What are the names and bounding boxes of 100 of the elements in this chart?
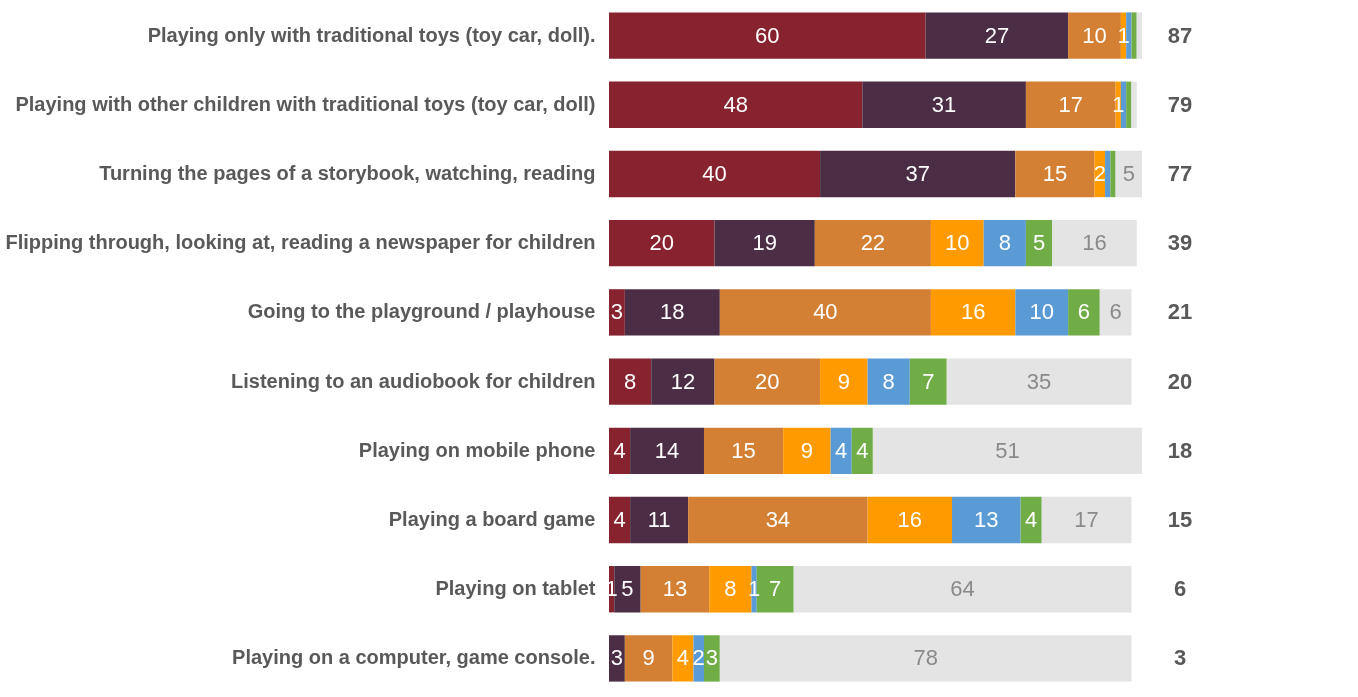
data-label: 10 (1029, 299, 1054, 325)
data-label: 17 (1058, 91, 1083, 117)
y-tick-label: Playing with other children with traditional toys (toy car, doll) (15, 92, 596, 115)
data-label: 6 (1109, 299, 1122, 325)
bar (1099, 289, 1132, 336)
bar (793, 566, 1132, 613)
data-label: 19 (752, 230, 777, 256)
data-label: 9 (800, 437, 814, 463)
data-label: 8 (623, 368, 637, 394)
data-label: 9 (837, 368, 850, 394)
text: 20 (1167, 368, 1193, 394)
data-label: 11 (647, 507, 671, 533)
data-label: 4 (676, 645, 690, 671)
data-label: 4 (613, 507, 626, 533)
bar (688, 496, 868, 544)
y-tick-label: Playing only with traditional toys (toy car, doll). (147, 23, 596, 46)
y-tick-label: Playing on tablet (435, 577, 596, 600)
bar (1126, 81, 1132, 128)
data-label: 10 (1082, 22, 1107, 48)
data-label: 4 (613, 437, 626, 463)
text: 79 (1167, 91, 1193, 117)
bar (1015, 150, 1095, 198)
bar (1105, 150, 1111, 198)
bar (820, 358, 868, 405)
data-label: 3 (610, 645, 624, 671)
bar (714, 358, 821, 405)
bar (1025, 220, 1053, 267)
data-label: 18 (660, 299, 685, 325)
data-label: 2 (1093, 160, 1106, 186)
data-label: 17 (1074, 507, 1099, 533)
y-tick-label: Playing on a computer, game console. (232, 646, 596, 669)
bar (609, 220, 715, 267)
bar (624, 289, 720, 336)
bar (651, 358, 715, 405)
bar (1068, 12, 1121, 59)
data-label: 40 (813, 299, 838, 325)
y-tick-label: Listening to an audiobook for children (231, 369, 596, 392)
bar (783, 427, 831, 474)
data-label: 16 (960, 299, 986, 325)
bar (930, 289, 1016, 336)
text: 18 (1167, 437, 1193, 463)
text: 15 (1167, 507, 1193, 533)
data-label: 37 (905, 160, 930, 186)
data-label: 12 (670, 368, 696, 394)
data-label: 5 (1122, 160, 1135, 186)
bar (925, 12, 1069, 59)
data-label: 7 (769, 576, 782, 602)
bar (1052, 220, 1137, 267)
bar (1041, 496, 1132, 544)
bar (609, 12, 926, 59)
bar (1110, 150, 1116, 198)
y-tick-label: Flipping through, looking at, reading a newspaper for children (5, 231, 596, 254)
text: 39 (1167, 230, 1193, 256)
bar (719, 289, 931, 336)
bar (930, 220, 984, 267)
bar (909, 358, 947, 405)
bar (952, 496, 1021, 544)
data-label: 2 (692, 645, 705, 671)
bar (609, 150, 821, 198)
data-label: 6 (1077, 299, 1091, 325)
data-label: 5 (621, 576, 634, 602)
data-label: 3 (705, 645, 719, 671)
text: 21 (1167, 299, 1193, 325)
bar (609, 496, 631, 544)
bar (862, 81, 1026, 128)
data-label: 78 (913, 645, 938, 671)
data-label: 35 (1026, 368, 1052, 394)
bar (1131, 81, 1137, 128)
data-label: 60 (755, 22, 780, 48)
data-label: 3 (610, 299, 624, 325)
data-label: 4 (1025, 507, 1038, 533)
bar (630, 427, 704, 474)
data-label: 4 (856, 437, 869, 463)
bar (609, 427, 631, 474)
text: 3 (1173, 645, 1187, 671)
bar (719, 635, 1132, 682)
data-label: 9 (642, 645, 655, 671)
data-label: 8 (998, 230, 1011, 256)
data-label: 34 (765, 507, 791, 533)
data-label: 14 (654, 437, 680, 463)
bar (946, 358, 1132, 405)
data-label: 20 (755, 368, 780, 394)
data-label: 16 (897, 507, 923, 533)
text: 87 (1167, 22, 1193, 48)
data-label: 64 (950, 576, 975, 602)
y-tick-label: Playing a board game (388, 508, 596, 531)
bar (983, 220, 1026, 267)
data-label: 13 (662, 576, 688, 602)
bar (609, 81, 863, 128)
bar (851, 427, 873, 474)
data-label: 20 (649, 230, 675, 256)
data-label: 13 (974, 507, 999, 533)
data-label: 4 (835, 437, 848, 463)
bar (872, 427, 1142, 474)
bar (703, 427, 784, 474)
bar (867, 496, 953, 544)
y-tick-label: Going to the playground / playhouse (247, 300, 596, 323)
data-label: 15 (1042, 160, 1068, 186)
data-label: 48 (723, 91, 748, 117)
data-label: 40 (702, 160, 727, 186)
